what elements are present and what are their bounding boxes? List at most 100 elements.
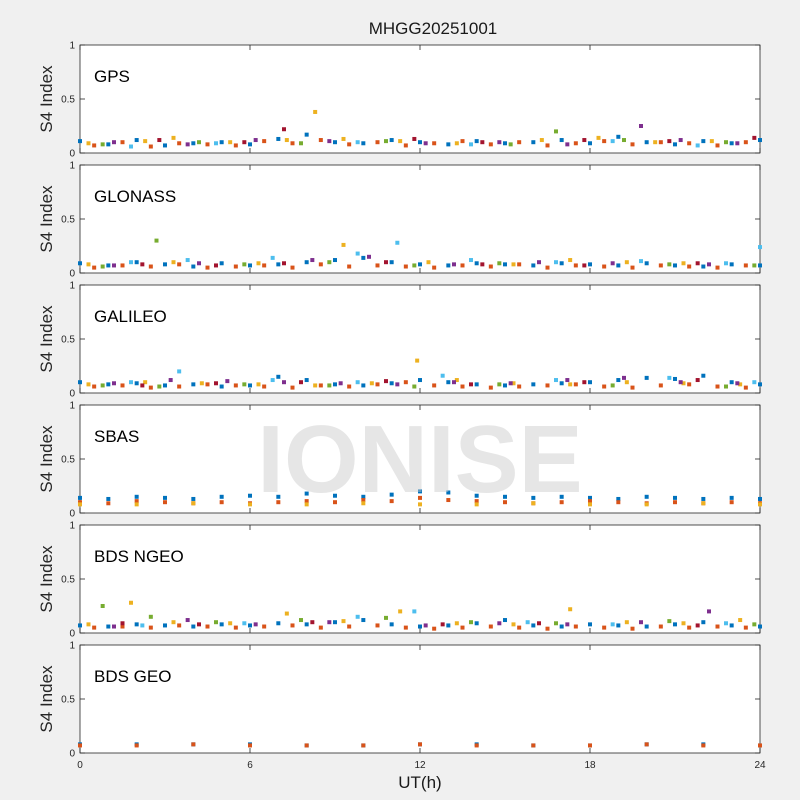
data-point <box>469 142 473 147</box>
data-point <box>568 258 573 263</box>
data-point <box>355 140 360 145</box>
data-point <box>701 264 706 269</box>
data-point <box>191 742 196 747</box>
data-point <box>304 378 309 383</box>
y-tick-label: 0.5 <box>61 215 75 226</box>
data-point <box>140 262 145 267</box>
data-point <box>290 141 295 146</box>
data-point <box>565 622 570 627</box>
data-point <box>318 383 323 388</box>
series-C6 <box>140 609 728 628</box>
data-point <box>290 623 295 628</box>
data-point <box>338 381 343 386</box>
data-point <box>474 502 479 507</box>
data-point <box>624 380 629 385</box>
data-point <box>333 500 337 505</box>
data-point <box>276 621 281 626</box>
data-point <box>488 385 493 390</box>
data-point <box>474 499 479 504</box>
data-point <box>565 378 570 383</box>
data-point <box>701 139 706 144</box>
plot-area <box>79 644 761 754</box>
data-point <box>341 136 346 141</box>
data-point <box>673 500 677 505</box>
data-point <box>446 623 451 628</box>
data-point <box>743 140 748 145</box>
data-point <box>715 384 720 389</box>
data-point <box>432 626 437 631</box>
data-point <box>327 383 332 388</box>
x-tick-label: 24 <box>754 760 766 771</box>
data-point <box>369 381 374 386</box>
data-point <box>375 140 380 145</box>
series-E5 <box>100 382 728 389</box>
data-point <box>333 258 337 263</box>
data-point <box>185 618 190 623</box>
data-point <box>177 384 182 389</box>
series-E3 <box>86 358 743 388</box>
series-C2 <box>92 623 748 631</box>
data-point <box>423 623 428 628</box>
data-point <box>199 381 204 386</box>
data-point <box>602 139 607 144</box>
data-point <box>729 500 734 505</box>
data-point <box>248 383 252 388</box>
data-point <box>454 141 459 146</box>
series-G7 <box>157 127 757 145</box>
x-tick-label: 18 <box>584 760 596 771</box>
data-point <box>568 382 573 387</box>
data-point <box>415 358 420 363</box>
data-point <box>559 624 564 629</box>
data-point <box>304 743 309 748</box>
data-point <box>588 495 592 500</box>
data-point <box>724 261 728 266</box>
data-point <box>658 383 663 388</box>
data-point <box>205 624 210 629</box>
data-point <box>622 138 626 143</box>
data-point <box>554 260 558 265</box>
data-point <box>106 263 111 268</box>
data-point <box>256 382 261 387</box>
data-point <box>610 383 615 388</box>
data-point <box>616 496 621 501</box>
data-point <box>197 622 201 627</box>
data-point <box>545 383 550 388</box>
data-point <box>304 491 309 496</box>
data-point <box>454 621 459 626</box>
data-point <box>171 260 176 265</box>
data-point <box>355 251 360 256</box>
y-tick-label: 1 <box>69 521 75 532</box>
data-point <box>687 382 692 387</box>
data-point <box>517 384 522 389</box>
data-point <box>219 140 224 145</box>
series-R3 <box>86 242 686 267</box>
data-point <box>219 622 224 627</box>
data-point <box>418 495 422 500</box>
data-point <box>191 496 196 501</box>
data-point <box>304 499 309 504</box>
data-point <box>565 142 570 147</box>
data-point <box>299 380 303 385</box>
data-point <box>545 265 550 270</box>
data-point <box>452 380 456 385</box>
data-point <box>715 265 720 270</box>
x-tick-label: 6 <box>247 760 253 771</box>
data-point <box>559 261 564 266</box>
data-point <box>432 383 437 388</box>
data-point <box>205 265 210 270</box>
data-point <box>446 490 451 495</box>
series-G5 <box>100 129 728 147</box>
data-point <box>347 384 352 389</box>
data-point <box>673 376 677 381</box>
data-point <box>701 373 706 378</box>
data-point <box>112 263 116 268</box>
data-point <box>588 743 592 748</box>
data-point <box>418 624 422 629</box>
data-point <box>106 501 111 506</box>
series-C02 <box>78 742 762 748</box>
series-C1 <box>78 618 762 629</box>
data-point <box>112 381 116 386</box>
data-point <box>78 139 82 144</box>
data-point <box>531 140 536 145</box>
data-point <box>531 623 536 628</box>
